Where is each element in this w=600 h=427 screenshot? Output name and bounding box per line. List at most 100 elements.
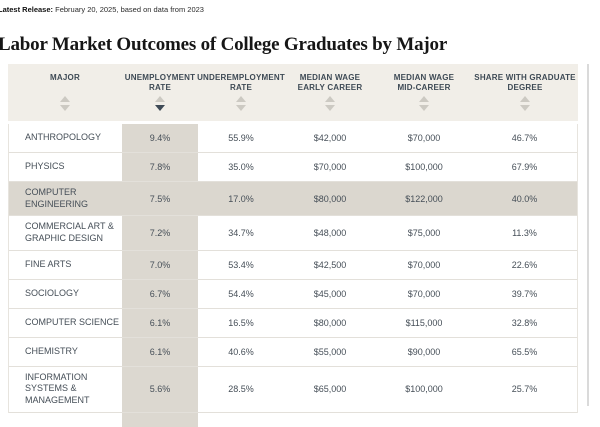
cell-unemployment-rate: 6.1%	[122, 337, 198, 366]
cell-median-wage-early: $45,000	[313, 288, 347, 299]
cell-median-wage-mid: $70,000	[407, 133, 441, 143]
table-body: ANTHROPOLOGY 9.4% 55.9% $42,000 $70,000 …	[8, 124, 578, 413]
sort-control[interactable]	[155, 96, 165, 111]
sort-asc-icon[interactable]	[325, 96, 335, 102]
cell-unemployment-rate: 5.6%	[122, 366, 198, 412]
sort-desc-icon[interactable]	[155, 105, 165, 111]
sort-asc-icon[interactable]	[155, 96, 165, 102]
sort-asc-icon[interactable]	[60, 96, 70, 102]
cell-unemployment-rate: 6.7%	[122, 279, 198, 308]
column-header-median-wage-mid[interactable]: MEDIAN WAGE MID-CAREER	[376, 64, 472, 121]
cell-grad-degree-share: 65.5%	[511, 346, 538, 357]
column-header-label: MEDIAN WAGE EARLY CAREER	[297, 73, 363, 92]
cell-unemployment-rate: 7.5%	[122, 182, 198, 216]
cell-major: PHYSICS	[25, 161, 65, 172]
cell-unemployment-rate: 7.8%	[122, 153, 198, 181]
cell-unemployment-rate: 7.0%	[122, 250, 198, 279]
cell-median-wage-mid: $90,000	[407, 346, 441, 357]
cell-median-wage-early: $42,500	[313, 259, 347, 270]
sort-asc-icon[interactable]	[520, 96, 530, 102]
cell-unemployment-rate: 9.4%	[122, 124, 198, 152]
cell-major: SOCIOLOGY	[25, 287, 80, 298]
column-header-major[interactable]: MAJOR	[8, 64, 122, 121]
cell-median-wage-mid: $100,000	[405, 384, 443, 395]
table-row: COMPUTER SCIENCE 6.1% 16.5% $80,000 $115…	[9, 308, 577, 338]
cell-grad-degree-share: 11.3%	[512, 228, 537, 239]
column-header-label: UNDEREMPLOYMENT RATE	[197, 73, 285, 92]
sort-desc-icon[interactable]	[419, 105, 429, 111]
cell-underemployment-rate: 34.7%	[228, 228, 254, 239]
cell-median-wage-early: $80,000	[313, 193, 347, 204]
cell-median-wage-early: $42,000	[313, 133, 347, 143]
table-row: SOCIOLOGY 6.7% 54.4% $45,000 $70,000 39.…	[9, 279, 577, 309]
cell-major: INFORMATION SYSTEMS & MANAGEMENT	[25, 371, 90, 406]
page-title: Labor Market Outcomes of College Graduat…	[0, 33, 448, 55]
cell-median-wage-early: $80,000	[313, 317, 347, 328]
sort-asc-icon[interactable]	[419, 96, 429, 102]
cell-underemployment-rate: 54.4%	[228, 288, 254, 299]
sort-control[interactable]	[60, 96, 70, 111]
cell-grad-degree-share: 40.0%	[511, 193, 538, 204]
outcomes-table: MAJOR UNEMPLOYMENT RATE UNDEREMPLOYMENT …	[8, 64, 578, 427]
cell-median-wage-early: $55,000	[313, 346, 347, 357]
column-header-unemployment-rate[interactable]: UNEMPLOYMENT RATE	[122, 64, 198, 121]
latest-release-note: Latest Release: February 20, 2025, based…	[0, 5, 204, 14]
cell-major: FINE ARTS	[25, 258, 72, 269]
column-header-underemployment-rate[interactable]: UNDEREMPLOYMENT RATE	[197, 64, 285, 121]
table-row: COMPUTER ENGINEERING 7.5% 17.0% $80,000 …	[9, 182, 577, 217]
table-row: ANTHROPOLOGY 9.4% 55.9% $42,000 $70,000 …	[9, 124, 577, 153]
sort-control[interactable]	[520, 96, 530, 111]
latest-release-label: Latest Release:	[0, 5, 54, 14]
vertical-divider	[587, 64, 589, 406]
sort-control[interactable]	[325, 96, 335, 111]
sort-desc-icon[interactable]	[60, 105, 70, 111]
sort-desc-icon[interactable]	[520, 105, 530, 111]
sort-desc-icon[interactable]	[236, 105, 246, 111]
cell-underemployment-rate: 28.5%	[228, 384, 254, 395]
sort-control[interactable]	[236, 96, 246, 111]
sort-asc-icon[interactable]	[236, 96, 246, 102]
table-row: CHEMISTRY 6.1% 40.6% $55,000 $90,000 65.…	[9, 337, 577, 367]
cell-grad-degree-share: 22.6%	[511, 259, 538, 270]
cell-median-wage-mid: $115,000	[405, 317, 443, 328]
column-header-label: MAJOR	[50, 73, 80, 82]
cell-grad-degree-share: 25.7%	[511, 384, 538, 395]
latest-release-text: February 20, 2025, based on data from 20…	[53, 5, 204, 14]
cell-unemployment-rate: 7.2%	[122, 216, 198, 250]
cell-major: COMPUTER ENGINEERING	[25, 187, 89, 209]
cell-grad-degree-share: 39.7%	[511, 288, 538, 299]
cell-major: COMPUTER SCIENCE	[25, 316, 120, 327]
cell-grad-degree-share: 67.9%	[511, 162, 538, 172]
cell-median-wage-mid: $70,000	[407, 259, 441, 270]
cell-median-wage-mid: $75,000	[407, 228, 441, 239]
column-header-label: SHARE WITH GRADUATE DEGREE	[474, 73, 576, 92]
cell-median-wage-mid: $100,000	[405, 162, 443, 172]
cell-underemployment-rate: 55.9%	[228, 133, 254, 143]
table-row: FINE ARTS 7.0% 53.4% $42,500 $70,000 22.…	[9, 250, 577, 280]
cell-grad-degree-share: 32.8%	[511, 317, 538, 328]
table-row: INFORMATION SYSTEMS & MANAGEMENT 5.6% 28…	[9, 366, 577, 413]
sort-desc-icon[interactable]	[325, 105, 335, 111]
cell-median-wage-early: $70,000	[313, 162, 347, 172]
cell-major: CHEMISTRY	[25, 345, 78, 356]
cell-median-wage-mid: $70,000	[407, 288, 441, 299]
table-header-row: MAJOR UNEMPLOYMENT RATE UNDEREMPLOYMENT …	[8, 64, 578, 121]
cell-unemployment-rate: 6.1%	[122, 308, 198, 337]
cell-underemployment-rate: 35.0%	[228, 162, 254, 172]
column-header-label: UNEMPLOYMENT RATE	[124, 73, 196, 92]
cell-underemployment-rate: 16.5%	[228, 317, 254, 328]
sort-control[interactable]	[419, 96, 429, 111]
table-row: PHYSICS 7.8% 35.0% $70,000 $100,000 67.9…	[9, 153, 577, 182]
column-header-grad-degree-share[interactable]: SHARE WITH GRADUATE DEGREE	[472, 64, 578, 121]
cell-median-wage-early: $48,000	[313, 228, 347, 239]
cell-grad-degree-share: 46.7%	[511, 133, 538, 143]
table-row-partial	[9, 412, 577, 427]
cell-major: ANTHROPOLOGY	[25, 132, 102, 143]
cell-major: COMMERCIAL ART & GRAPHIC DESIGN	[25, 221, 114, 244]
column-header-median-wage-early[interactable]: MEDIAN WAGE EARLY CAREER	[284, 64, 376, 121]
cell-underemployment-rate: 53.4%	[228, 259, 254, 270]
cell-underemployment-rate: 17.0%	[228, 193, 254, 204]
column-header-label: MEDIAN WAGE MID-CAREER	[393, 73, 455, 92]
cell-median-wage-mid: $122,000	[405, 193, 443, 204]
cell-median-wage-early: $65,000	[313, 384, 347, 395]
